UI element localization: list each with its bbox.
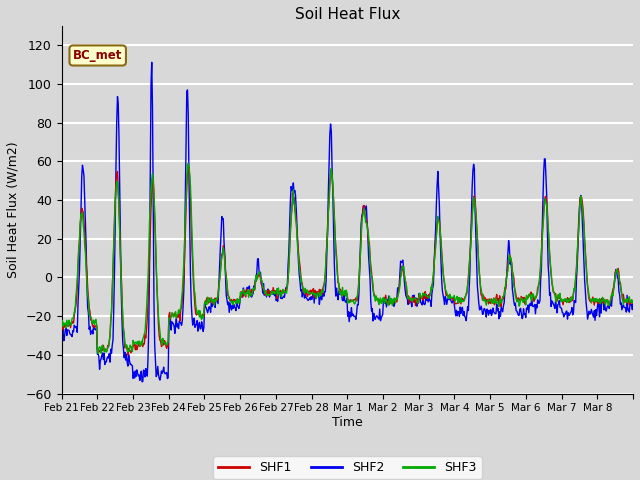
Legend: SHF1, SHF2, SHF3: SHF1, SHF2, SHF3	[213, 456, 481, 479]
Text: BC_met: BC_met	[73, 49, 122, 62]
X-axis label: Time: Time	[332, 416, 363, 429]
Title: Soil Heat Flux: Soil Heat Flux	[294, 7, 400, 22]
Y-axis label: Soil Heat Flux (W/m2): Soil Heat Flux (W/m2)	[7, 142, 20, 278]
